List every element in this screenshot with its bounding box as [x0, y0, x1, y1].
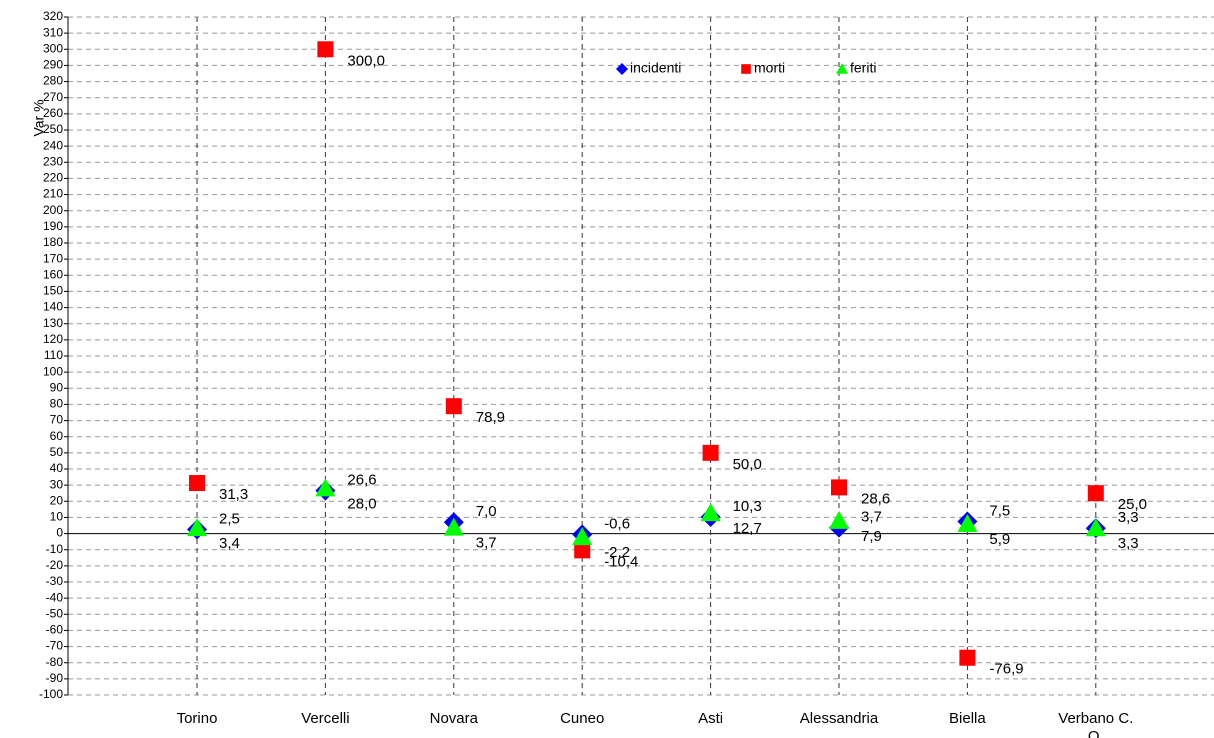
y-tick-label: 150	[43, 284, 63, 298]
y-tick-label: 320	[43, 9, 63, 23]
y-tick-label: -40	[46, 590, 64, 604]
data-label: -2,2	[604, 544, 630, 561]
marker-feriti	[443, 517, 464, 536]
marker-feriti	[1085, 518, 1106, 537]
marker-morti	[831, 479, 847, 496]
data-label: 10,3	[733, 498, 762, 515]
y-tick-label: 220	[43, 171, 63, 185]
y-tick-label: -100	[39, 687, 63, 701]
legend-swatch	[836, 63, 848, 74]
data-label: 5,9	[989, 531, 1010, 548]
data-label: 2,5	[219, 511, 240, 528]
y-tick-label: 270	[43, 90, 63, 104]
data-label: 7,9	[861, 528, 882, 545]
y-tick-label: 300	[43, 41, 63, 55]
y-tick-label: -20	[46, 558, 64, 572]
y-tick-label: 130	[43, 316, 63, 330]
marker-feriti	[572, 527, 593, 546]
marker-morti	[1087, 485, 1104, 502]
x-tick-label: Cuneo	[560, 710, 604, 727]
data-label: 78,9	[476, 409, 505, 426]
y-tick-label: 100	[43, 364, 63, 378]
y-tick-label: 80	[50, 397, 64, 411]
y-tick-label: 240	[43, 138, 63, 152]
y-tick-label: 50	[50, 445, 64, 459]
marker-morti	[189, 475, 205, 492]
marker-morti	[574, 542, 591, 559]
y-tick-label: 160	[43, 267, 63, 281]
data-label: 28,6	[861, 490, 890, 507]
legend-label: incidenti	[630, 60, 681, 76]
y-tick-label: 260	[43, 106, 63, 120]
y-tick-label: 70	[50, 413, 64, 427]
data-label: 3,3	[1118, 509, 1139, 526]
x-tick-label: Biella	[949, 710, 986, 727]
x-tick-label: Asti	[698, 710, 723, 727]
y-tick-label: 200	[43, 203, 63, 217]
y-tick-label: 40	[50, 461, 64, 475]
data-label: 3,4	[219, 535, 240, 552]
y-tick-label: 290	[43, 58, 63, 72]
x-tick-label: Alessandria	[800, 710, 879, 727]
data-label: -0,6	[604, 516, 630, 533]
data-label: 25,0	[1118, 496, 1147, 513]
y-tick-label: 110	[44, 348, 63, 362]
marker-morti	[959, 649, 976, 666]
marker-feriti	[700, 503, 721, 522]
data-label: 50,0	[733, 456, 762, 473]
data-label: 7,0	[476, 503, 497, 520]
x-tick-label: Vercelli	[301, 710, 349, 727]
y-tick-label: 20	[50, 493, 64, 507]
data-label: 12,7	[733, 520, 762, 537]
y-tick-label: -60	[46, 623, 64, 637]
marker-feriti	[187, 518, 207, 537]
data-label: 28,0	[347, 495, 376, 512]
y-tick-label: 140	[43, 300, 63, 314]
marker-feriti	[829, 510, 849, 529]
y-tick-label: -30	[46, 574, 64, 588]
y-tick-label: 90	[50, 380, 64, 394]
y-tick-label: -50	[46, 606, 64, 620]
y-tick-label: -70	[46, 639, 64, 653]
y-tick-label: 230	[43, 154, 63, 168]
y-tick-label: 190	[43, 219, 63, 233]
data-label: 300,0	[347, 52, 385, 69]
y-tick-label: 10	[50, 510, 64, 524]
y-tick-label: 180	[43, 235, 63, 249]
y-tick-label: 30	[50, 477, 64, 491]
marker-morti	[317, 41, 334, 58]
y-tick-label: 120	[43, 332, 63, 346]
y-tick-label: 280	[43, 74, 63, 88]
data-label: 3,7	[861, 509, 882, 526]
y-tick-label: -90	[46, 671, 64, 685]
legend-label: feriti	[850, 60, 876, 76]
x-tick-label: Novara	[430, 710, 479, 727]
y-tick-label: 250	[43, 122, 63, 136]
x-tick-label: Torino	[177, 710, 218, 727]
y-tick-label: 310	[43, 25, 63, 39]
legend-swatch	[741, 64, 751, 74]
y-tick-label: -80	[46, 655, 64, 669]
y-axis-title: Var %	[31, 99, 47, 136]
marker-morti	[702, 444, 719, 461]
y-tick-label: 210	[43, 187, 63, 201]
data-label: 3,7	[476, 535, 497, 552]
data-label: 7,5	[989, 502, 1010, 519]
x-tick-label: Verbano C. O.	[1058, 710, 1133, 738]
marker-feriti	[315, 478, 336, 497]
marker-morti	[445, 398, 462, 415]
data-label: 3,3	[1118, 535, 1139, 552]
y-tick-label: 60	[50, 429, 64, 443]
y-tick-label: 170	[43, 251, 63, 265]
marker-feriti	[957, 514, 978, 533]
legend-swatch	[616, 63, 628, 75]
y-tick-label: 0	[56, 526, 63, 540]
data-label: 31,3	[219, 486, 248, 503]
y-tick-label: -10	[46, 542, 64, 556]
data-label: -10,4	[604, 553, 638, 570]
data-label: 26,6	[347, 472, 376, 489]
legend-label: morti	[754, 60, 785, 76]
data-label: -76,9	[989, 661, 1023, 678]
